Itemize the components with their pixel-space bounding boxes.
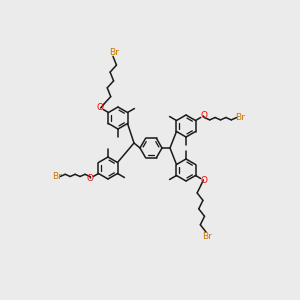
Text: O: O (97, 103, 104, 112)
Text: Br: Br (109, 48, 119, 57)
Text: Br: Br (52, 172, 62, 181)
Text: Br: Br (236, 113, 245, 122)
Text: O: O (200, 111, 207, 120)
Text: O: O (200, 176, 207, 185)
Text: O: O (87, 174, 94, 183)
Text: Br: Br (202, 232, 212, 241)
